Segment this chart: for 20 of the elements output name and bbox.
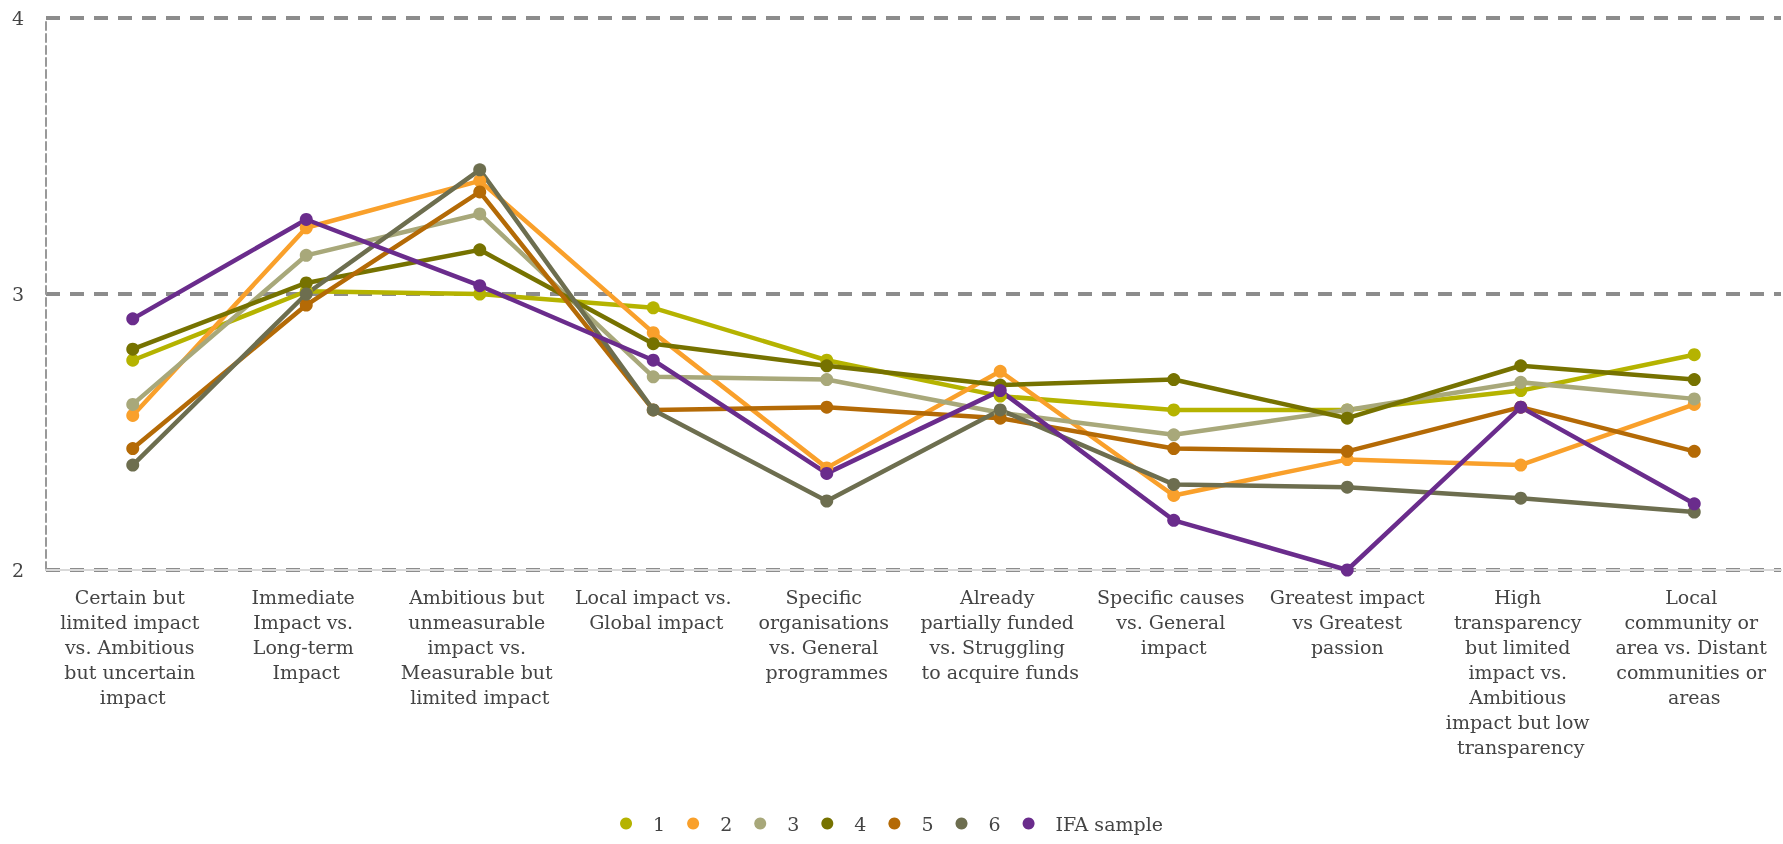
y-tick-label: 4 — [11, 7, 24, 29]
y-tick-label: 3 — [11, 283, 24, 305]
x-tick-label: Greatest impact vs Greatest passion — [1269, 585, 1426, 658]
y-tick-label: 2 — [11, 559, 24, 581]
x-tick-label: Specific causes vs. General impact — [1097, 585, 1251, 658]
legend-label: 6 — [988, 812, 1001, 835]
x-tick-label: Local community or area vs. Distant communities or areas — [1615, 585, 1774, 708]
legend-label: 3 — [787, 812, 800, 835]
x-tick-label: Specific organisations vs. General programmes — [758, 585, 896, 683]
x-tick-label: Local impact vs. Global impact — [574, 585, 732, 633]
legend-label: 4 — [854, 812, 867, 835]
legend-label: 5 — [921, 812, 934, 835]
legend-label: IFA sample — [1055, 812, 1163, 835]
legend-label: 2 — [720, 812, 733, 835]
x-tick-label: High transparency but limited impact vs. Ambitious impact but low transparency — [1445, 585, 1596, 758]
legend-label: 1 — [653, 812, 666, 835]
x-tick-label: Ambitious but unmeasurable impact vs. Measurable but limited impact — [400, 585, 559, 708]
x-tick-label: Immediate Impact vs. Long-term Impact — [251, 585, 361, 683]
x-tick-label: Already partially funded vs. Struggling to acquire funds — [920, 585, 1081, 683]
x-tick-label: Certain but limited impact vs. Ambitious but uncertain impact — [60, 585, 206, 708]
